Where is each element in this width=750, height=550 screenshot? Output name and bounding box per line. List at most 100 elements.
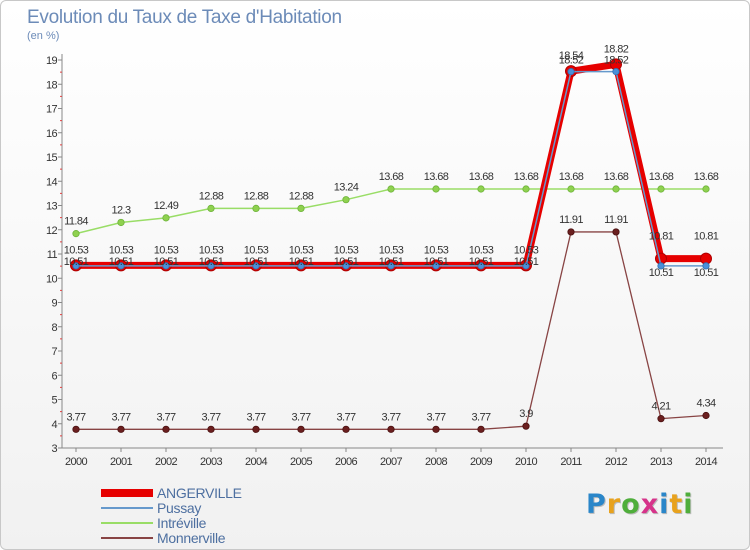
data-label: 3.77 bbox=[111, 411, 130, 423]
x-tick-label: 2001 bbox=[110, 456, 133, 468]
x-tick-label: 2012 bbox=[605, 456, 628, 468]
data-label: 13.68 bbox=[379, 171, 404, 183]
data-point bbox=[117, 218, 125, 227]
data-point bbox=[297, 262, 305, 270]
data-label: 10.51 bbox=[514, 256, 539, 268]
series-line-angerville bbox=[76, 60, 706, 269]
data-point bbox=[432, 262, 440, 270]
data-point bbox=[207, 204, 215, 213]
data-label: 10.51 bbox=[649, 267, 674, 279]
data-point bbox=[387, 425, 395, 433]
data-label: 10.81 bbox=[694, 231, 719, 243]
x-tick-label: 2006 bbox=[335, 456, 358, 468]
data-label: 12.3 bbox=[111, 204, 130, 216]
legend-label: Monnerville bbox=[157, 530, 226, 546]
data-label: 10.53 bbox=[244, 244, 269, 256]
logo-letter: P bbox=[586, 489, 607, 520]
x-tick-label: 2010 bbox=[515, 456, 538, 468]
series-monnerville bbox=[72, 228, 710, 433]
data-point bbox=[612, 68, 620, 76]
x-tick-label: 2003 bbox=[200, 456, 223, 468]
data-label: 10.53 bbox=[469, 244, 494, 256]
data-label: 12.88 bbox=[199, 190, 224, 202]
data-label: 10.51 bbox=[289, 256, 314, 268]
data-point bbox=[162, 262, 170, 270]
data-label: 13.68 bbox=[424, 171, 449, 183]
x-tick-label: 2009 bbox=[470, 456, 493, 468]
data-point bbox=[477, 185, 485, 193]
data-point bbox=[207, 425, 215, 433]
data-point bbox=[117, 262, 125, 270]
data-point bbox=[72, 230, 80, 238]
chart-subtitle: (en %) bbox=[27, 30, 60, 42]
data-point bbox=[522, 262, 530, 270]
data-label: 18.54 bbox=[559, 50, 584, 62]
data-point bbox=[567, 228, 575, 236]
data-label: 10.51 bbox=[64, 256, 89, 268]
data-label: 10.53 bbox=[379, 244, 404, 256]
x-tick-label: 2008 bbox=[425, 456, 448, 468]
data-point bbox=[207, 262, 215, 270]
data-label: 10.53 bbox=[154, 244, 179, 256]
data-label: 3.77 bbox=[246, 411, 265, 423]
data-point bbox=[657, 262, 665, 270]
y-tick-label: 13 bbox=[46, 201, 58, 213]
legend-swatch bbox=[101, 489, 153, 497]
data-label: 10.51 bbox=[199, 256, 224, 268]
y-tick-label: 14 bbox=[46, 176, 58, 188]
y-tick-label: 7 bbox=[51, 346, 57, 358]
y-tick-label: 4 bbox=[51, 419, 57, 431]
data-label: 3.77 bbox=[426, 411, 445, 423]
data-point bbox=[657, 185, 665, 193]
data-label: 3.77 bbox=[66, 411, 85, 423]
data-label: 4.21 bbox=[651, 401, 670, 413]
data-label: 13.68 bbox=[649, 171, 674, 183]
y-tick-label: 6 bbox=[51, 370, 57, 382]
legend-swatch bbox=[101, 522, 153, 524]
data-point bbox=[702, 262, 710, 270]
data-point bbox=[252, 425, 260, 433]
data-point bbox=[567, 185, 575, 193]
legend-label: Intréville bbox=[157, 515, 207, 531]
y-tick-label: 8 bbox=[51, 322, 57, 334]
data-label: 3.77 bbox=[156, 411, 175, 423]
data-point bbox=[252, 204, 260, 213]
logo-letter: i bbox=[659, 489, 670, 520]
data-label: 13.68 bbox=[694, 171, 719, 183]
data-label: 3.77 bbox=[291, 411, 310, 423]
data-label: 10.51 bbox=[424, 256, 449, 268]
legend-swatch bbox=[101, 537, 153, 539]
logo-letter: i bbox=[683, 489, 694, 520]
data-label: 10.51 bbox=[379, 256, 404, 268]
data-label: 10.51 bbox=[109, 256, 134, 268]
series-intreville bbox=[72, 185, 710, 238]
data-label: 10.51 bbox=[694, 267, 719, 279]
legend-swatch bbox=[101, 507, 153, 509]
data-point bbox=[117, 425, 125, 433]
logo-letter: o bbox=[621, 489, 641, 520]
y-tick-label: 18 bbox=[46, 79, 58, 91]
chart-title: Evolution du Taux de Taxe d'Habitation bbox=[27, 7, 342, 28]
data-label: 11.84 bbox=[64, 216, 88, 228]
data-label: 10.53 bbox=[64, 244, 89, 256]
y-tick-label: 10 bbox=[46, 273, 58, 285]
data-label: 13.68 bbox=[514, 171, 539, 183]
y-tick-label: 19 bbox=[46, 55, 58, 67]
data-label: 10.53 bbox=[514, 244, 539, 256]
data-point bbox=[612, 228, 620, 236]
logo-letter: x bbox=[640, 489, 660, 520]
data-point bbox=[702, 185, 710, 193]
data-label: 10.51 bbox=[469, 256, 494, 268]
data-label: 12.88 bbox=[244, 190, 269, 202]
y-tick-label: 5 bbox=[51, 395, 57, 407]
data-point bbox=[657, 415, 665, 423]
data-point bbox=[477, 262, 485, 270]
y-tick-label: 11 bbox=[47, 249, 58, 261]
data-label: 10.51 bbox=[334, 256, 359, 268]
data-point bbox=[297, 425, 305, 433]
data-point bbox=[252, 262, 260, 270]
data-label: 18.82 bbox=[604, 43, 629, 55]
data-point bbox=[432, 185, 440, 193]
x-tick-label: 2011 bbox=[560, 456, 582, 468]
data-label: 10.53 bbox=[109, 244, 134, 256]
